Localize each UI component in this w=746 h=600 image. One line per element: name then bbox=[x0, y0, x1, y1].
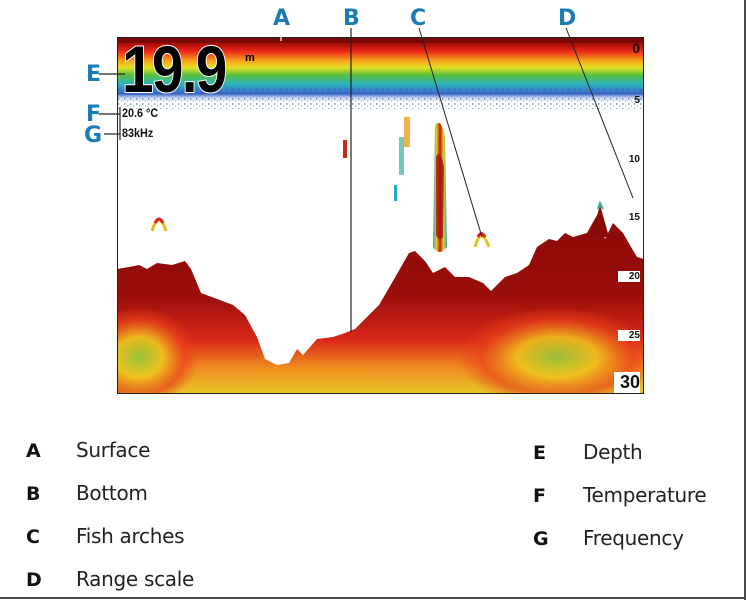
legend-key-f: F bbox=[533, 485, 546, 507]
legend-label-range-scale: Range scale bbox=[76, 567, 194, 591]
temperature-readout: 20.6 °C bbox=[122, 106, 159, 120]
legend-label-frequency: Frequency bbox=[583, 526, 684, 550]
legend-label-temperature: Temperature bbox=[583, 483, 707, 507]
depth-readout: 19.9 bbox=[121, 32, 228, 106]
legend-key-b: B bbox=[26, 483, 41, 505]
range-scale-30: 30 bbox=[614, 372, 640, 393]
frequency-readout: 83kHz bbox=[122, 126, 154, 140]
callout-f: F bbox=[86, 102, 102, 127]
callout-a: A bbox=[273, 6, 291, 31]
range-scale-10: 10 bbox=[628, 154, 640, 165]
callout-d: D bbox=[558, 6, 577, 31]
callout-b: B bbox=[343, 6, 360, 31]
legend-label-depth: Depth bbox=[583, 440, 643, 464]
legend-label-bottom: Bottom bbox=[76, 481, 148, 505]
legend-key-d: D bbox=[26, 569, 42, 591]
depth-unit: m bbox=[245, 52, 255, 64]
range-scale-15: 15 bbox=[628, 212, 640, 223]
legend-key-c: C bbox=[26, 526, 40, 548]
frame-border-right bbox=[744, 0, 746, 600]
legend-label-surface: Surface bbox=[76, 438, 151, 462]
range-scale-0: 0 bbox=[632, 40, 640, 56]
legend-label-fish-arches: Fish arches bbox=[76, 524, 185, 548]
legend-key-e: E bbox=[533, 442, 546, 464]
callout-g: G bbox=[84, 123, 103, 148]
legend-key-g: G bbox=[533, 528, 549, 550]
range-scale-5: 5 bbox=[634, 95, 640, 106]
callout-c: C bbox=[410, 6, 427, 31]
callout-e: E bbox=[86, 62, 102, 87]
legend-key-a: A bbox=[26, 440, 41, 462]
range-scale-25: 25 bbox=[618, 330, 640, 341]
frame-border-bottom bbox=[0, 597, 746, 599]
range-scale-20: 20 bbox=[618, 271, 640, 282]
